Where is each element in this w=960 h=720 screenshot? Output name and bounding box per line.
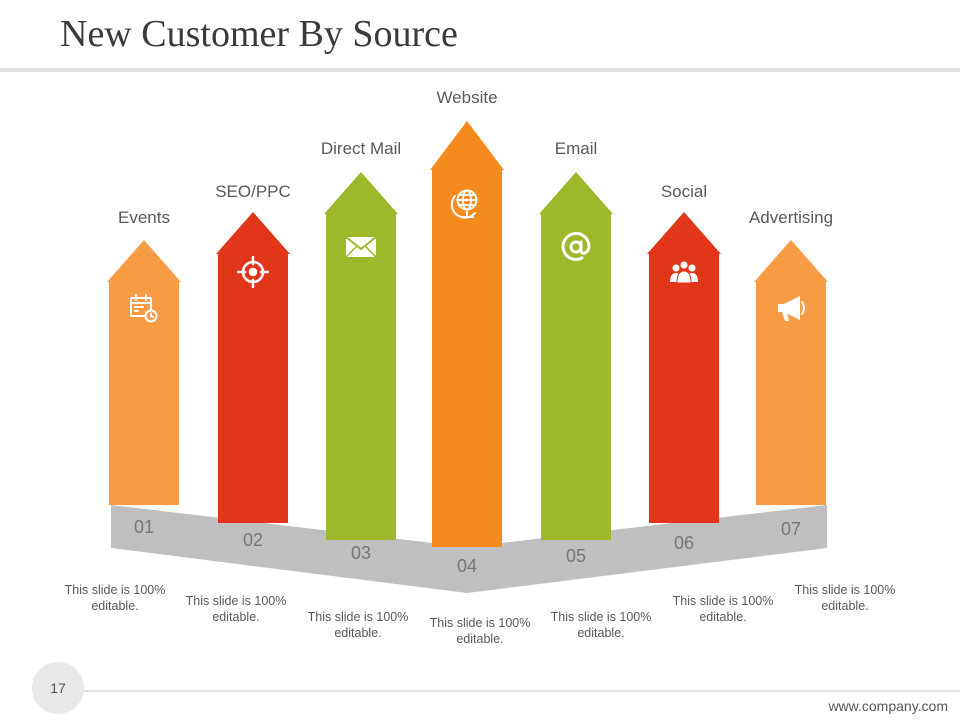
caption-advertising: This slide is 100% editable.: [794, 583, 896, 613]
title-divider: [0, 68, 960, 72]
band-number-01: 01: [134, 517, 154, 537]
source-label-advertising: Advertising: [748, 208, 834, 227]
arrow-seo-ppc: [216, 212, 290, 523]
caption-seo-ppc: This slide is 100% editable.: [185, 594, 287, 624]
source-label-email: Email: [554, 139, 598, 158]
arrow-website: [430, 121, 504, 547]
band-number-03: 03: [351, 543, 371, 563]
source-label-events: Events: [118, 208, 170, 227]
band-number-06: 06: [674, 533, 694, 553]
arrow-group: [107, 121, 828, 547]
at-sign-icon: [560, 231, 592, 263]
arrow-direct-mail: [324, 172, 398, 540]
source-label-seo-ppc: SEO/PPC: [215, 182, 291, 201]
source-label-direct-mail: Direct Mail: [320, 139, 402, 158]
target-icon: [237, 256, 269, 288]
slide-title: New Customer By Source: [60, 13, 458, 55]
page-number: 17: [50, 680, 66, 696]
people-icon: [668, 256, 700, 288]
arrow-events: [107, 240, 181, 505]
caption-social: This slide is 100% editable.: [672, 594, 774, 624]
caption-events: This slide is 100% editable.: [64, 583, 166, 613]
arrow-email: [539, 172, 613, 540]
source-label-social: Social: [660, 182, 708, 201]
caption-email: This slide is 100% editable.: [550, 610, 652, 640]
megaphone-icon: [775, 292, 807, 324]
grey-base-band: [111, 505, 827, 593]
band-number-04: 04: [457, 556, 477, 576]
band-number-05: 05: [566, 546, 586, 566]
footer-divider: [84, 690, 960, 692]
number-group: 01 02 03 04 05 06 07: [134, 517, 801, 576]
globe-icon: [451, 187, 483, 219]
arrow-advertising: [754, 240, 828, 505]
envelope-icon: [345, 231, 377, 263]
band-number-02: 02: [243, 530, 263, 550]
band-number-07: 07: [781, 519, 801, 539]
calendar-icon: [128, 292, 160, 324]
caption-website: This slide is 100% editable.: [429, 616, 531, 646]
caption-direct-mail: This slide is 100% editable.: [307, 610, 409, 640]
source-label-website: Website: [436, 88, 498, 107]
arrow-social: [647, 212, 721, 523]
page-number-badge: 17: [32, 662, 84, 714]
footer-url: www.company.com: [828, 698, 948, 714]
